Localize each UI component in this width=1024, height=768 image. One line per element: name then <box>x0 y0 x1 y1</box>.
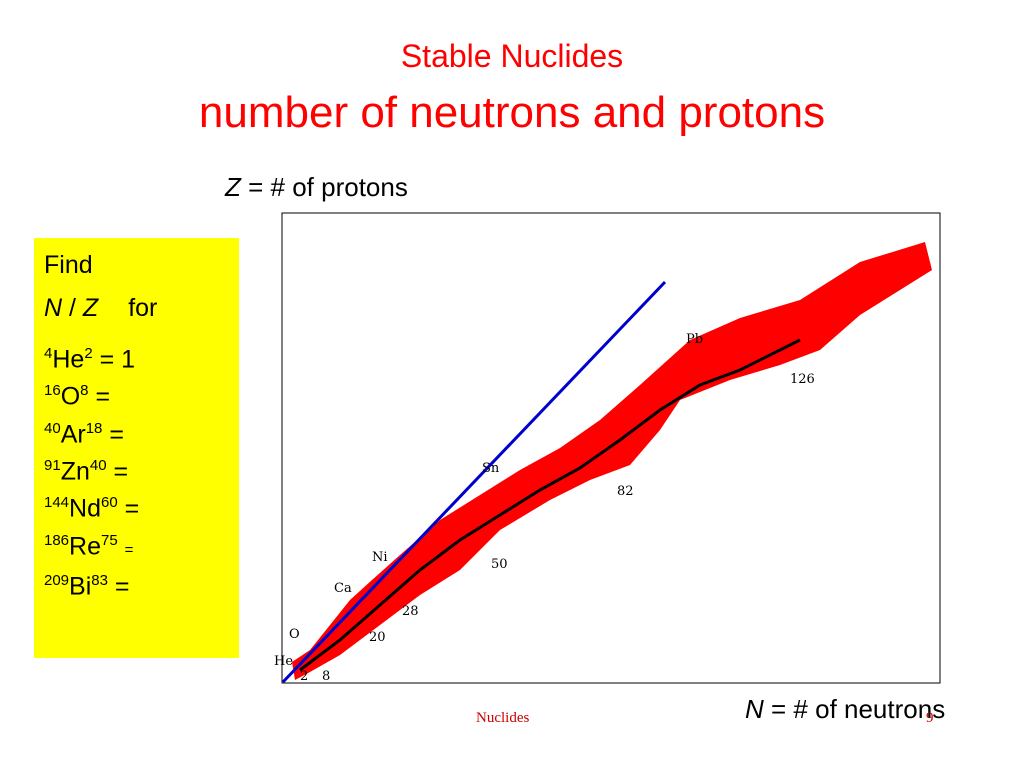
element-label: O <box>289 627 300 642</box>
for: for <box>128 294 158 322</box>
magic-number: 126 <box>790 372 815 387</box>
chart-labels: He O Ca Ni Sn Pb 2 8 20 28 50 82 126 <box>274 332 815 684</box>
magic-number: 82 <box>617 484 634 499</box>
symbol: He <box>52 345 85 374</box>
item: 91Zn40 = <box>44 450 229 487</box>
symbol: Ar <box>60 419 86 448</box>
slash: / <box>69 294 76 322</box>
text: = # of neutrons <box>771 694 946 724</box>
symbol: O <box>60 382 81 411</box>
n-axis-label: N = # of neutrons <box>745 694 945 725</box>
text: = # of protons <box>248 172 408 202</box>
page-number: 9 <box>926 710 934 726</box>
stability-band <box>292 242 932 680</box>
magic-number: 28 <box>402 604 419 619</box>
rest: = <box>95 382 111 411</box>
rest: = <box>114 572 130 601</box>
var: Z <box>225 172 241 202</box>
mass: 16 <box>44 382 61 400</box>
item: 186Re75 = <box>44 525 229 565</box>
items: 4He2 = 1 16O8 = 40Ar18 = 91Zn40 = 144Nd60 = 1… <box>44 338 229 602</box>
element-label: Ni <box>372 550 388 565</box>
var: N <box>745 694 764 724</box>
rest: = <box>109 419 124 448</box>
z: 60 <box>101 494 118 512</box>
mass: 144 <box>44 494 70 512</box>
magic-number: 8 <box>322 669 330 684</box>
rest: = <box>124 494 140 523</box>
item: 144Nd60 = <box>44 487 229 524</box>
element-label: Sn <box>482 461 500 476</box>
z: 83 <box>91 571 108 589</box>
z: 18 <box>85 419 103 437</box>
item: 4He2 = 1 <box>44 338 229 375</box>
rest: = 1 <box>99 345 136 374</box>
mass: 186 <box>44 531 70 549</box>
item: 16O8 = <box>44 375 229 412</box>
z: 40 <box>89 456 107 474</box>
item: 40Ar18 = <box>44 413 229 450</box>
z: 75 <box>101 531 118 549</box>
mass: 4 <box>44 345 53 362</box>
z: Z <box>82 294 99 322</box>
heading: Find <box>44 251 93 279</box>
item: 209Bi83 = <box>44 565 229 602</box>
element-label: Pb <box>686 332 703 347</box>
mass: 40 <box>44 419 61 437</box>
magic-number: 50 <box>491 557 508 572</box>
symbol: Zn <box>60 457 90 486</box>
magic-number: 2 <box>300 669 308 684</box>
n: N <box>44 294 63 322</box>
element-label: He <box>274 654 293 669</box>
z-axis-label: Z = # of protons <box>225 172 408 203</box>
z: 2 <box>84 345 93 362</box>
subtitle: number of neutrons and protons <box>198 88 826 137</box>
stability-line <box>299 338 801 672</box>
n-equals-z-line <box>281 280 667 684</box>
rest: = <box>124 540 134 558</box>
mass: 209 <box>44 571 70 589</box>
element-label: Ca <box>334 581 352 596</box>
z: 8 <box>80 382 89 400</box>
title: Stable Nuclides <box>400 38 624 74</box>
magic-number: 20 <box>369 630 386 645</box>
footer: Nuclides <box>476 710 530 726</box>
symbol: Re <box>69 531 101 560</box>
symbol: Nd <box>69 494 101 523</box>
rest: = <box>113 457 129 486</box>
mass: 91 <box>44 456 61 474</box>
symbol: Bi <box>69 572 92 601</box>
